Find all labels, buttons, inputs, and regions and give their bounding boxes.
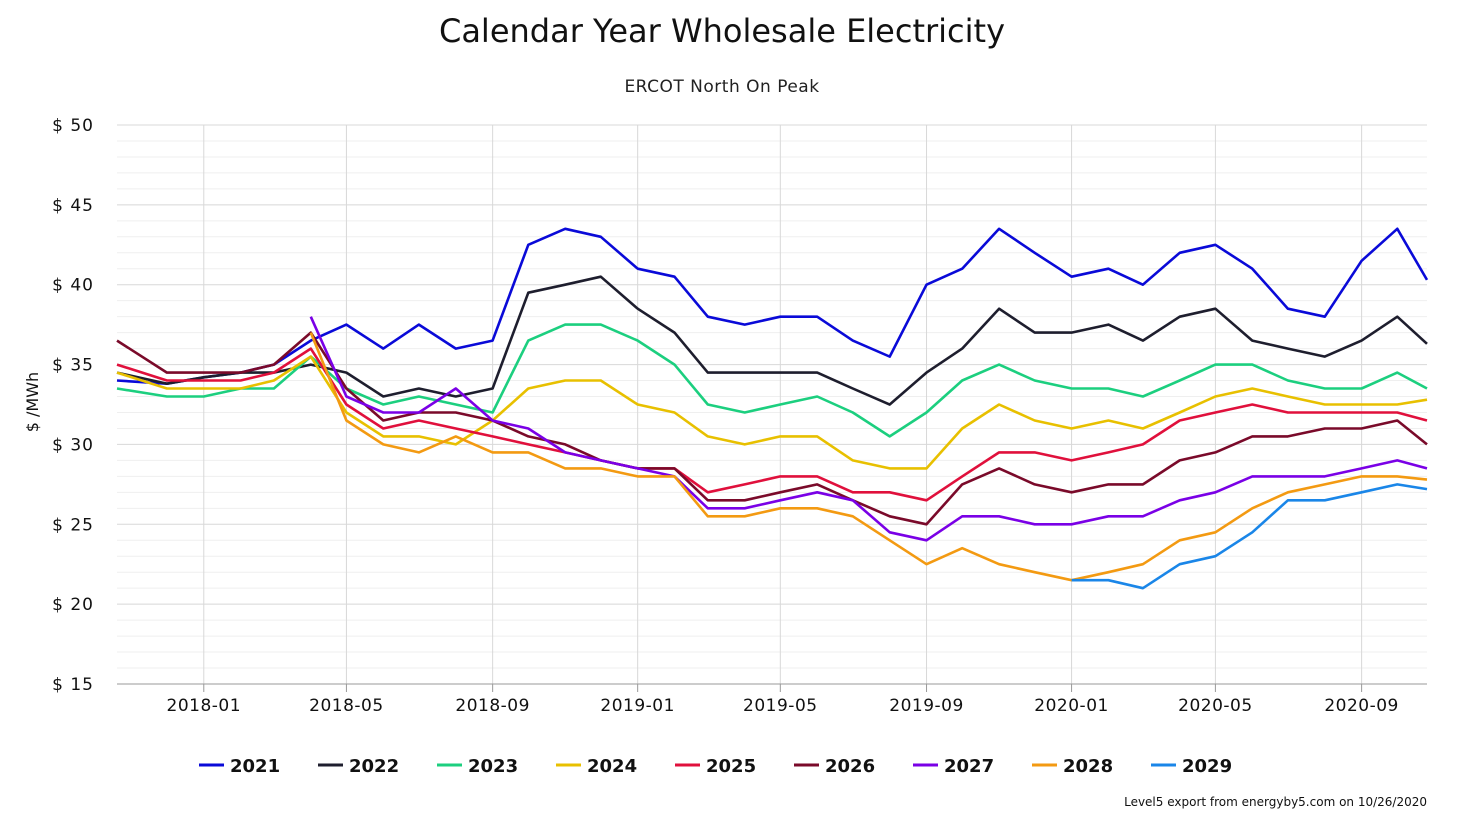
legend-label: 2023 <box>468 756 518 777</box>
legend-item-2021[interactable]: 2021 <box>199 756 280 777</box>
y-axis-ticks: $ 50 $ 45 $ 40 $ 35 $ 30 $ 25 $ 20 $ 15 <box>52 116 94 695</box>
plot-series <box>116 227 1429 590</box>
y-tick-label: $ 50 <box>52 116 94 136</box>
x-tick-label: 2019-09 <box>889 696 964 716</box>
legend-label: 2027 <box>944 756 994 777</box>
x-tick-label: 2020-05 <box>1178 696 1253 716</box>
minor-gridlines <box>117 140 1427 669</box>
legend-item-2024[interactable]: 2024 <box>556 756 637 777</box>
export-credit: Level5 export from energyby5.com on 10/2… <box>1124 795 1427 809</box>
series-line-2026 <box>116 331 1428 526</box>
legend-item-2029[interactable]: 2029 <box>1151 756 1232 777</box>
series-line-2028 <box>309 332 1428 582</box>
legend-label: 2029 <box>1182 756 1232 777</box>
y-tick-label: $ 35 <box>52 356 94 376</box>
legend-item-2028[interactable]: 2028 <box>1032 756 1113 777</box>
y-tick-label: $ 15 <box>52 675 94 695</box>
series-line-2025 <box>116 347 1428 502</box>
x-tick-label: 2019-05 <box>743 696 818 716</box>
x-tick-label: 2018-05 <box>309 696 384 716</box>
series-line-2027 <box>309 316 1428 542</box>
legend-label: 2021 <box>230 756 280 777</box>
x-tick-label: 2020-01 <box>1034 696 1109 716</box>
x-tick-label: 2018-01 <box>167 696 242 716</box>
x-tick-label: 2019-01 <box>600 696 675 716</box>
legend-label: 2026 <box>825 756 875 777</box>
series-line-2022 <box>116 275 1428 406</box>
series-line-2029 <box>1071 483 1428 590</box>
gridlines <box>117 124 1427 685</box>
legend-item-2022[interactable]: 2022 <box>318 756 399 777</box>
legend-item-2023[interactable]: 2023 <box>437 756 518 777</box>
y-tick-label: $ 40 <box>52 276 94 296</box>
legend-label: 2028 <box>1063 756 1113 777</box>
y-tick-label: $ 45 <box>52 196 94 216</box>
legend-label: 2024 <box>587 756 637 777</box>
y-tick-label: $ 30 <box>52 435 94 455</box>
chart-title: Calendar Year Wholesale Electricity <box>439 12 1005 50</box>
legend-label: 2022 <box>349 756 399 777</box>
legend-item-2025[interactable]: 2025 <box>675 756 756 777</box>
x-tick-label: 2018-09 <box>455 696 530 716</box>
series-line-2021 <box>116 227 1429 386</box>
legend: 2021 2022 2023 2024 2025 2026 2027 2028 2029 <box>199 756 1232 777</box>
legend-item-2027[interactable]: 2027 <box>913 756 994 777</box>
y-tick-label: $ 20 <box>52 595 94 615</box>
series-line-2024 <box>116 355 1428 470</box>
x-axis-ticks: 2018-01 2018-05 2018-09 2019-01 2019-05 2019-… <box>167 684 1399 716</box>
y-tick-label: $ 25 <box>52 515 94 535</box>
x-tick-label: 2020-09 <box>1324 696 1399 716</box>
y-axis-label: $ /MWh <box>23 372 42 432</box>
legend-item-2026[interactable]: 2026 <box>794 756 875 777</box>
legend-label: 2025 <box>706 756 756 777</box>
chart-subtitle: ERCOT North On Peak <box>624 77 819 97</box>
